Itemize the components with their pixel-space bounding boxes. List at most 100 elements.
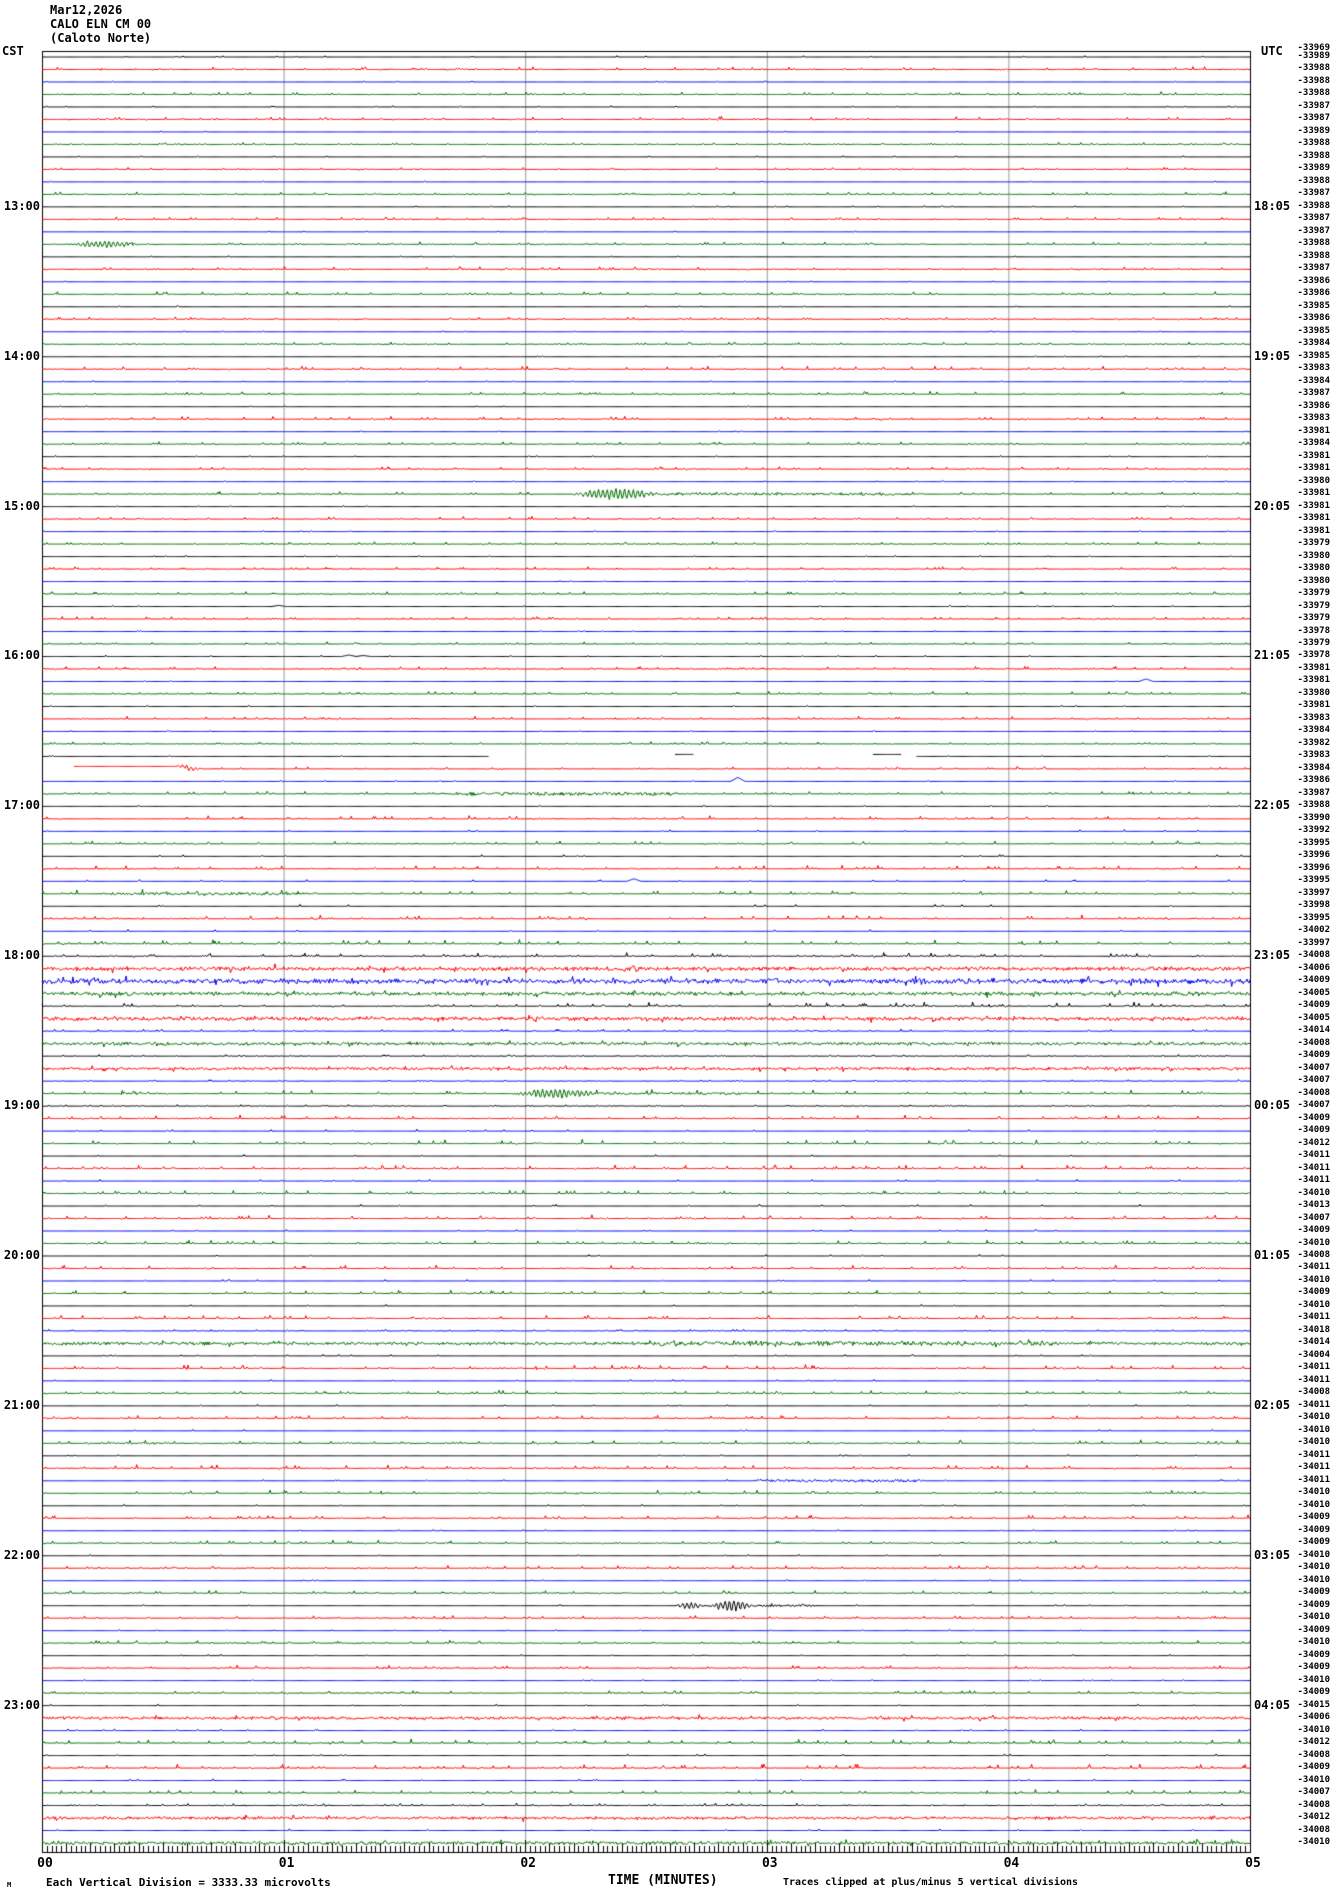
dc-offset-value: -33979 — [1297, 638, 1330, 648]
dc-offset-value: -34010 — [1297, 1637, 1330, 1648]
dc-offset-value: -34009 — [1297, 1662, 1330, 1673]
dc-offset-value: -34012 — [1297, 1137, 1330, 1148]
dc-offset-value: -33979 — [1297, 600, 1330, 611]
dc-offset-value: -34008 — [1297, 1799, 1330, 1810]
dc-offset-value: -33988 — [1297, 138, 1330, 149]
dc-offset-value: -33987 — [1297, 113, 1330, 124]
dc-offset-value: -34009 — [1297, 1762, 1330, 1773]
cst-hour-label: 13:00 — [3, 198, 40, 213]
dc-offset-value: -34011 — [1297, 1474, 1330, 1485]
dc-offset-value: -34007 — [1297, 1787, 1330, 1798]
dc-offset-value: -34010 — [1297, 1187, 1330, 1198]
dc-offset-value: -33981 — [1297, 450, 1330, 461]
dc-offset-value: -34011 — [1297, 1362, 1330, 1373]
dc-offset-value: -34011 — [1297, 1262, 1330, 1273]
dc-offset-value: -33989 — [1297, 125, 1330, 136]
dc-offset-value: -33987 — [1297, 388, 1330, 399]
minute-tick-label: 00 — [37, 1856, 53, 1871]
cst-hour-label: 20:00 — [3, 1247, 40, 1262]
dc-offset-value: -33987 — [1297, 100, 1330, 111]
right-timezone-label: UTC — [1261, 44, 1283, 58]
dc-offset-value: -34009 — [1297, 1512, 1330, 1523]
dc-offset-value: -34010 — [1297, 1724, 1330, 1735]
dc-offset-value: -33983 — [1297, 413, 1330, 424]
dc-offset-value: -33988 — [1297, 88, 1330, 99]
dc-offset-value: -34008 — [1297, 1387, 1330, 1398]
dc-offset-value: -34008 — [1297, 1037, 1330, 1048]
dc-offset-value: -34009 — [1297, 1687, 1330, 1698]
x-axis-title: TIME (MINUTES) — [608, 1873, 718, 1888]
dc-offset-value: -33979 — [1297, 613, 1330, 624]
dc-offset-value: -34008 — [1297, 1249, 1330, 1260]
dc-offset-value: -34008 — [1297, 1087, 1330, 1098]
dc-offset-value: -33978 — [1297, 650, 1330, 661]
dc-offset-value: -33985 — [1297, 350, 1330, 361]
dc-offset-value: -34010 — [1297, 1612, 1330, 1623]
dc-offset-value: -34013 — [1297, 1200, 1330, 1211]
dc-offset-value: -33979 — [1297, 538, 1330, 549]
dc-offset-value: -33984 — [1297, 762, 1330, 773]
utc-hour-label: 19:05 — [1254, 348, 1291, 363]
minute-tick-label: 02 — [520, 1856, 537, 1871]
dc-offset-value: -34009 — [1297, 1287, 1330, 1298]
dc-offset-value: -33998 — [1297, 900, 1330, 911]
dc-offset-value: -34005 — [1297, 1012, 1330, 1023]
dc-offset-value: -33986 — [1297, 775, 1330, 786]
dc-offset-value: -33997 — [1297, 937, 1330, 948]
dc-offset-value: -34014 — [1297, 1025, 1330, 1036]
dc-offset-value: -34008 — [1297, 1824, 1330, 1835]
dc-offset-value: -33981 — [1297, 463, 1330, 474]
corner-mark: M — [7, 1881, 12, 1889]
utc-hour-label: 20:05 — [1254, 498, 1291, 513]
dc-offset-value: -33996 — [1297, 850, 1330, 861]
dc-offset-value: -34009 — [1297, 975, 1330, 986]
dc-offset-value: -34007 — [1297, 1062, 1330, 1073]
minute-tick-label: 01 — [278, 1856, 295, 1871]
dc-offset-value: -33988 — [1297, 800, 1330, 811]
dc-offset-value: -33980 — [1297, 550, 1330, 561]
utc-hour-label: 04:05 — [1254, 1697, 1291, 1712]
dc-offset-value: -33984 — [1297, 438, 1330, 449]
dc-offset-value: -34010 — [1297, 1499, 1330, 1510]
dc-offset-value: -34012 — [1297, 1812, 1330, 1823]
dc-offset-value: -33981 — [1297, 525, 1330, 536]
dc-offset-value: -34010 — [1297, 1837, 1330, 1847]
dc-offset-value: -33988 — [1297, 200, 1330, 211]
dc-offset-value: -34012 — [1297, 1737, 1330, 1748]
dc-offset-value: -33985 — [1297, 325, 1330, 336]
dc-offset-value: -34009 — [1297, 1125, 1330, 1136]
dc-offset-value: -33987 — [1297, 213, 1330, 224]
cst-hour-label: 18:00 — [3, 948, 40, 963]
scale-note: Each Vertical Division = 3333.33 microvo… — [46, 1876, 331, 1889]
dc-offset-value: -33981 — [1297, 662, 1330, 673]
utc-hour-label: 02:05 — [1254, 1397, 1291, 1412]
cst-hour-label: 14:00 — [3, 348, 40, 363]
dc-offset-value: -33996 — [1297, 862, 1330, 873]
dc-offset-value: -33984 — [1297, 375, 1330, 386]
dc-offset-value: -34011 — [1297, 1374, 1330, 1385]
dc-offset-value: -33988 — [1297, 250, 1330, 261]
dc-offset-value: -33988 — [1297, 150, 1330, 161]
dc-offset-value: -33984 — [1297, 338, 1330, 349]
utc-hour-label: 21:05 — [1254, 648, 1291, 663]
dc-offset-value: -34010 — [1297, 1549, 1330, 1560]
utc-hour-label: 22:05 — [1254, 798, 1291, 813]
dc-offset-value: -34011 — [1297, 1175, 1330, 1186]
dc-offset-value: -33980 — [1297, 563, 1330, 574]
minute-tick-label: 03 — [761, 1856, 778, 1871]
dc-offset-value: -33990 — [1297, 812, 1330, 823]
dc-offset-value: -33995 — [1297, 912, 1330, 923]
dc-offset-value: -33981 — [1297, 500, 1330, 511]
dc-offset-value: -34010 — [1297, 1774, 1330, 1785]
dc-offset-value: -33988 — [1297, 238, 1330, 249]
dc-offset-value: -34011 — [1297, 1462, 1330, 1473]
dc-offset-value: -34010 — [1297, 1562, 1330, 1573]
dc-offset-value: -33980 — [1297, 687, 1330, 698]
utc-hour-label: 23:05 — [1254, 948, 1291, 963]
station-code: CALO ELN CM 00 — [50, 17, 152, 31]
dc-offset-value: -34011 — [1297, 1399, 1330, 1410]
dc-offset-value: -33992 — [1297, 825, 1330, 836]
dc-offset-value: -33987 — [1297, 263, 1330, 274]
dc-offset-value: -34011 — [1297, 1150, 1330, 1161]
dc-offset-value: -34010 — [1297, 1299, 1330, 1310]
